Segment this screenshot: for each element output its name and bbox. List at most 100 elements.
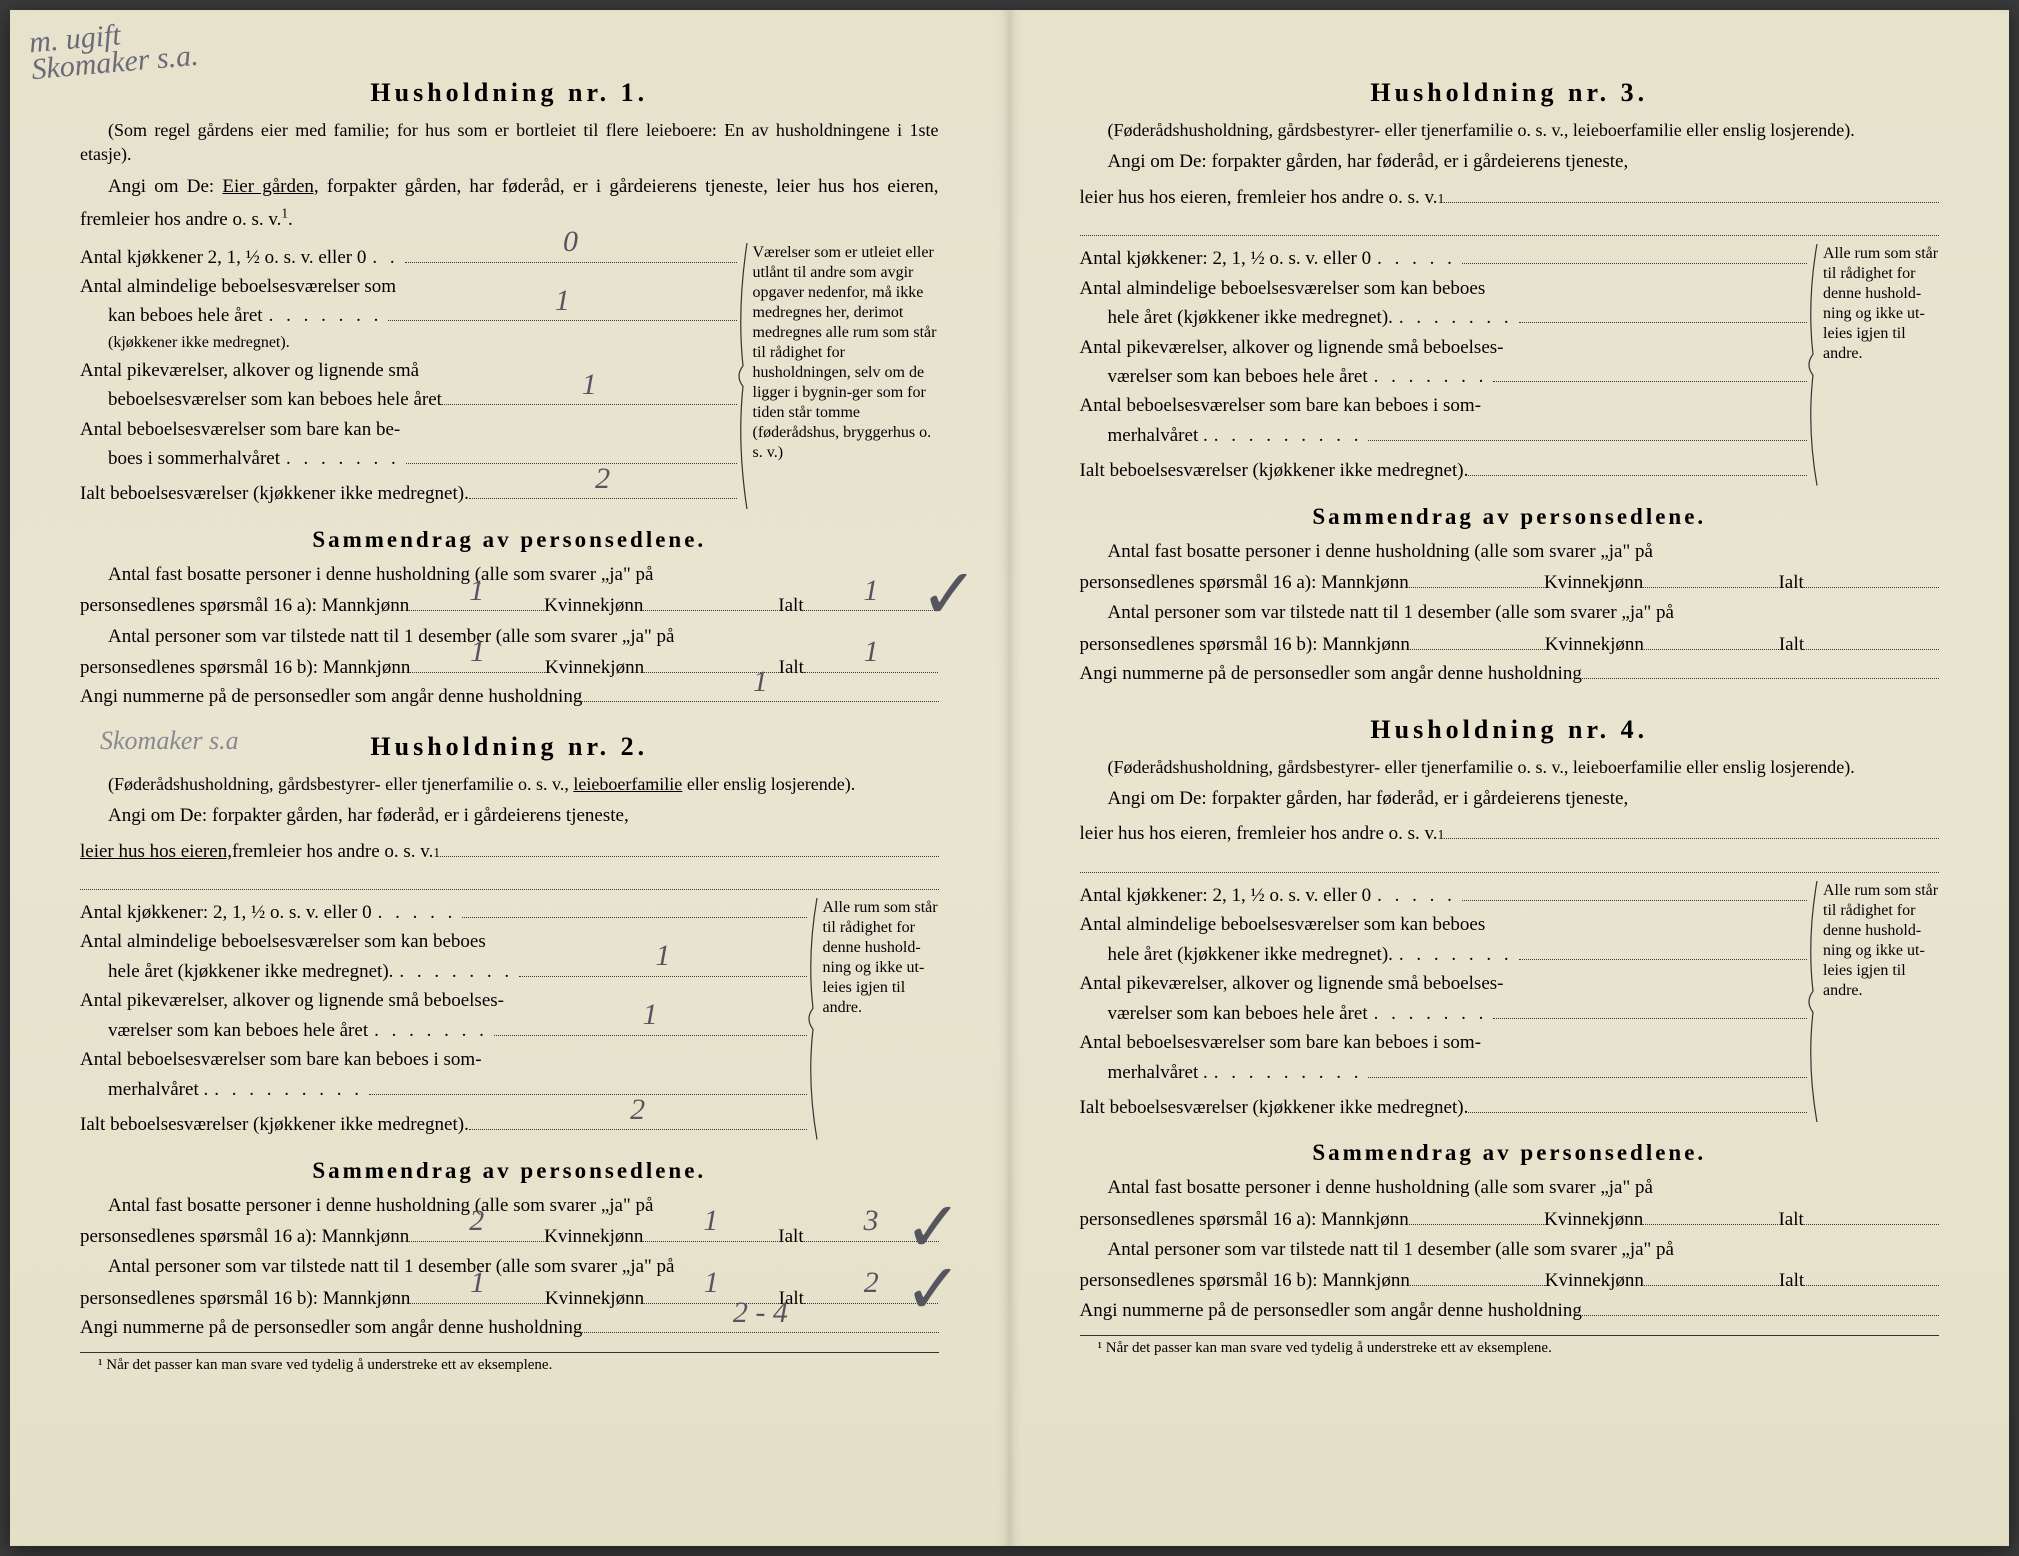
h1-perm2: personsedlenes spørsmål 16 a): Mannkjønn… [80,591,939,620]
h1-rooms1b: kan beboes hele året . . . . . . . 1 [80,301,737,330]
h3-total: Ialt beboelsesværelser (kjøkkener ikke m… [1080,456,1808,485]
h4-perm1: Antal fast bosatte personer i denne hush… [1080,1172,1940,1204]
h2-pencil-note: Skomaker s.a [100,726,239,756]
brace-icon [1805,244,1819,486]
h1-angi-underlined: Eier gården, [222,176,318,197]
h4-sub-title: Sammendrag av personsedlene. [1080,1140,1940,1166]
h3-angi2: leier hus hos eieren, fremleier hos andr… [1080,183,1940,212]
h4-r1a: Antal almindelige beboelsesværelser som … [1080,910,1808,939]
h3-nums: Angi nummerne på de personsedler som ang… [1080,659,1940,688]
h3-r3b: merhalvåret . . . . . . . . . . [1080,421,1808,450]
h2-r1b: hele året (kjøkkener ikke medregnet). . … [80,957,807,986]
h2-intro: (Føderådshusholdning, gårdsbestyrer- ell… [80,772,939,796]
dots: . . [366,243,404,272]
footnote-right: ¹ Når det passer kan man svare ved tydel… [1080,1335,1940,1357]
h4-r1b: hele året (kjøkkener ikke medregnet). . … [1080,940,1808,969]
sup-1: 1 [281,206,288,221]
h3-r1a: Antal almindelige beboelsesværelser som … [1080,274,1808,303]
h4-form-block: Antal kjøkkener: 2, 1, ½ o. s. v. eller … [1080,881,1940,1123]
check-h2a: ✓ [904,1208,963,1250]
h2-nums-value: 2 - 4 [582,1332,938,1333]
brace-icon [1805,881,1819,1123]
h3-r1b: hele året (kjøkkener ikke medregnet). . … [1080,303,1808,332]
h2-perm-k: 1 [643,1241,778,1242]
h1-kitchens-value: 0 [405,262,737,263]
h3-angi1: Angi om De: forpakter gården, har føderå… [1080,148,1940,177]
h1-rooms3-value [406,463,737,464]
h2-perm2: personsedlenes spørsmål 16 a): Mannkjønn… [80,1222,939,1251]
h1-rooms2a: Antal pikeværelser, alkover og lignende … [80,356,737,385]
h3-form-block: Antal kjøkkener: 2, 1, ½ o. s. v. eller … [1080,244,1940,486]
h3-side-note: Alle rum som står til rådighet for denne… [1819,244,1939,486]
h4-title: Husholdning nr. 4. [1080,715,1940,745]
h2-pres1: Antal personer som var tilstede natt til… [80,1251,939,1283]
h2-nums: Angi nummerne på de personsedler som ang… [80,1313,939,1342]
h3-r2a: Antal pikeværelser, alkover og lignende … [1080,333,1808,362]
h3-kitchens: Antal kjøkkener: 2, 1, ½ o. s. v. eller … [1080,244,1808,273]
h3-form-lines: Antal kjøkkener: 2, 1, ½ o. s. v. eller … [1080,244,1808,486]
h3-blank [1080,214,1940,236]
h2-angi2: leier hus hos eieren, fremleier hos andr… [80,837,939,866]
handwriting-corner-note: m. ugift Skomaker s.a. [28,15,200,83]
h1-rooms2b: beboelsesværelser som kan beboes hele år… [80,385,737,414]
h4-intro: (Føderådshusholdning, gårdsbestyrer- ell… [1080,755,1940,779]
h1-nums-value: 1 [582,701,938,702]
h2-side-note: Alle rum som står til rådighet for denne… [819,898,939,1140]
h3-perm2: personsedlenes spørsmål 16 a): Mannkjønn… [1080,568,1940,597]
h1-angi: Angi om De: Eier gården, forpakter gårde… [80,173,939,235]
h1-rooms1c: (kjøkkener ikke medregnet). [80,331,737,356]
h1-rooms3a: Antal beboelsesværelser som bare kan be- [80,415,737,444]
household-3: Husholdning nr. 3. (Føderådshusholdning,… [1080,78,1940,689]
h1-title: Husholdning nr. 1. [80,78,939,108]
h4-kitchens: Antal kjøkkener: 2, 1, ½ o. s. v. eller … [1080,881,1808,910]
h3-sub-title: Sammendrag av personsedlene. [1080,504,1940,530]
h2-pres2: personsedlenes spørsmål 16 b): Mannkjønn… [80,1284,939,1313]
household-4: Husholdning nr. 4. (Føderådshusholdning,… [1080,715,1940,1326]
h4-pres2: personsedlenes spørsmål 16 b): Mannkjønn… [1080,1266,1940,1295]
h1-side-note: Værelser som er utleiet eller utlånt til… [749,243,939,509]
h1-nums: Angi nummerne på de personsedler som ang… [80,682,939,711]
h2-kitchens: Antal kjøkkener: 2, 1, ½ o. s. v. eller … [80,898,807,927]
h2-kitchens-value [462,917,806,918]
h1-rooms1-value: 1 [388,320,736,321]
h4-angi2: leier hus hos eieren, fremleier hos andr… [1080,819,1940,848]
h2-r1a: Antal almindelige beboelsesværelser som … [80,927,807,956]
h4-pres1: Antal personer som var tilstede natt til… [1080,1234,1940,1266]
brace-icon [805,898,819,1140]
household-2: Skomaker s.a Husholdning nr. 2. (Føderåd… [80,732,939,1343]
h1-rooms2-value: 1 [442,404,737,405]
h2-pres-m: 1 [410,1303,545,1304]
document-spread: m. ugift Skomaker s.a. Husholdning nr. 1… [10,10,2009,1546]
h2-r2a: Antal pikeværelser, alkover og lignende … [80,986,807,1015]
h1-form-lines: Antal kjøkkener 2, 1, ½ o. s. v. eller 0… [80,243,737,509]
h1-pres-m: 1 [410,672,545,673]
h3-intro: (Føderådshusholdning, gårdsbestyrer- ell… [1080,118,1940,142]
footnote-left: ¹ Når det passer kan man svare ved tydel… [80,1352,939,1374]
page-left: m. ugift Skomaker s.a. Husholdning nr. 1… [10,10,1010,1546]
h1-kitchens: Antal kjøkkener 2, 1, ½ o. s. v. eller 0… [80,243,737,272]
h1-perm1: Antal fast bosatte personer i denne hush… [80,559,939,591]
brace-icon [735,243,749,509]
h1-intro: (Som regel gårdens eier med familie; for… [80,118,939,167]
h4-r2b: værelser som kan beboes hele året . . . … [1080,999,1808,1028]
h1-pres1: Antal personer som var tilstede natt til… [80,621,939,653]
h3-title: Husholdning nr. 3. [1080,78,1940,108]
h1-rooms1a: Antal almindelige beboelsesværelser som [80,272,737,301]
h2-r2-value: 1 [494,1035,807,1036]
h4-r2a: Antal pikeværelser, alkover og lignende … [1080,969,1808,998]
h2-total: Ialt beboelsesværelser (kjøkkener ikke m… [80,1110,807,1139]
h4-total: Ialt beboelsesværelser (kjøkkener ikke m… [1080,1093,1808,1122]
h2-r3b: merhalvåret . . . . . . . . . . [80,1075,807,1104]
h1-perm-m: 1 [409,610,544,611]
h3-r3a: Antal beboelsesværelser som bare kan beb… [1080,391,1808,420]
page-right: Husholdning nr. 3. (Føderådshusholdning,… [1010,10,2010,1546]
h4-perm2: personsedlenes spørsmål 16 a): Mannkjønn… [1080,1205,1940,1234]
h2-total-value: 2 [469,1129,807,1130]
h4-form-lines: Antal kjøkkener: 2, 1, ½ o. s. v. eller … [1080,881,1808,1123]
h2-blank-line [80,868,939,890]
h1-pres2: personsedlenes spørsmål 16 b): Mannkjønn… [80,653,939,682]
h2-perm1: Antal fast bosatte personer i denne hush… [80,1190,939,1222]
h4-side-note: Alle rum som står til rådighet for denne… [1819,881,1939,1123]
h3-r2b: værelser som kan beboes hele året . . . … [1080,362,1808,391]
h3-pres2: personsedlenes spørsmål 16 b): Mannkjønn… [1080,630,1940,659]
